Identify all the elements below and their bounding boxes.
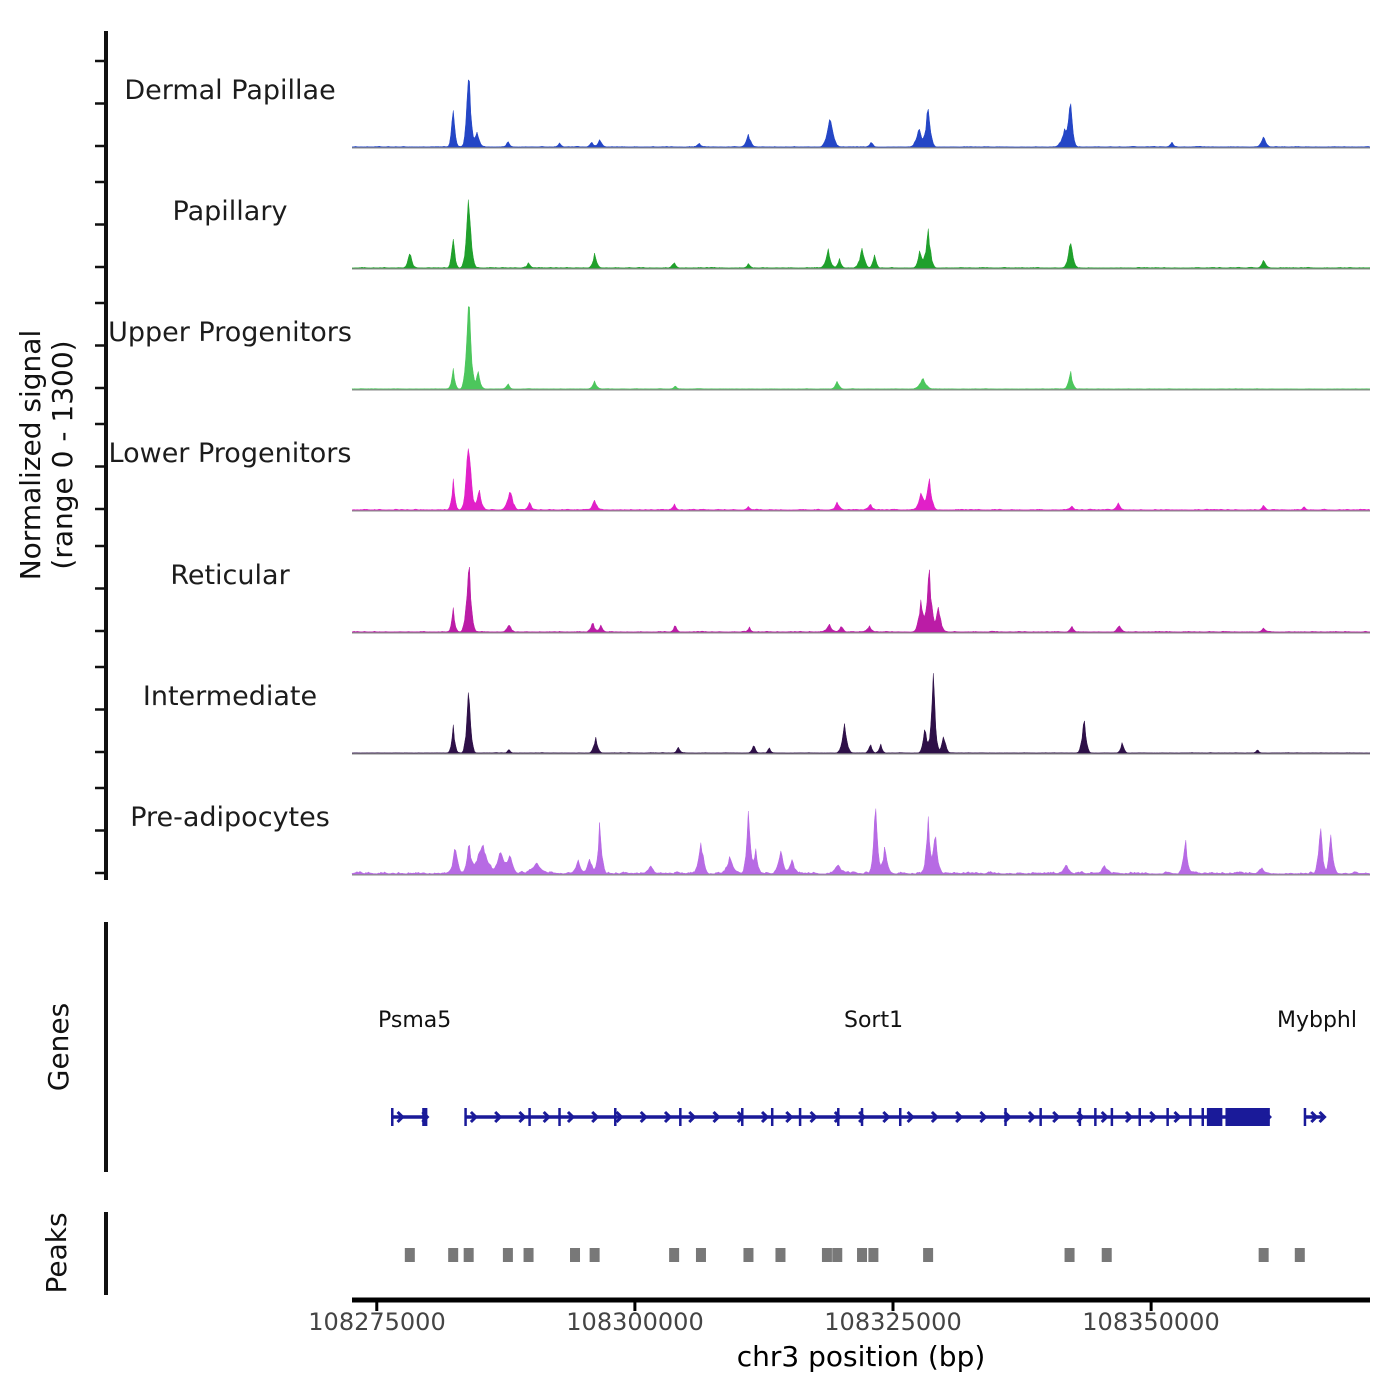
peak-interval-mark (448, 1248, 459, 1262)
strand-arrow-icon (1100, 1110, 1109, 1124)
strand-arrow-icon (663, 1110, 673, 1124)
peak-interval-mark (1101, 1248, 1112, 1262)
strand-arrow-icon (785, 1110, 794, 1124)
signal-area-dermal-papillae (351, 79, 1371, 148)
track-label-lower-progenitors: Lower Progenitors (108, 438, 352, 469)
signal-area-intermediate (351, 673, 1371, 754)
signal-area-papillary (352, 199, 1371, 269)
y-axis-label: Normalized signal (range 0 - 1300) (14, 235, 79, 675)
peak-interval-mark (523, 1248, 534, 1262)
peak-interval-mark (1258, 1248, 1269, 1262)
peak-interval-mark (1294, 1248, 1305, 1262)
signal-area-pre-adipocytes (351, 808, 1371, 875)
peak-interval-mark (463, 1248, 474, 1262)
strand-arrow-icon (421, 1110, 430, 1124)
x-tick-108275000: 108275000 (308, 1308, 446, 1336)
strand-arrow-icon (615, 1110, 624, 1124)
exon-block (422, 1108, 428, 1126)
track-label-upper-progenitors: Upper Progenitors (108, 317, 352, 348)
signal-area-lower-progenitors (351, 448, 1371, 511)
track-label-papillary: Papillary (172, 196, 288, 227)
strand-arrow-icon (833, 1110, 842, 1124)
peak-interval-mark (868, 1248, 879, 1262)
genes-section-label: Genes (42, 1002, 75, 1092)
exon-block (1206, 1108, 1223, 1126)
peak-interval-mark (743, 1248, 754, 1262)
peak-interval-mark (695, 1248, 706, 1262)
exon-block (1225, 1108, 1270, 1126)
strand-arrow-icon (1124, 1110, 1134, 1124)
strand-arrow-icon (809, 1110, 818, 1124)
strand-arrow-icon (906, 1110, 915, 1124)
gene-label-mybphl: Mybphl (1277, 1008, 1357, 1033)
strand-arrow-icon (736, 1110, 745, 1124)
strand-arrow-icon (1173, 1110, 1182, 1124)
strand-arrow-icon (1318, 1110, 1327, 1124)
signal-area-upper-progenitors (351, 306, 1371, 390)
strand-arrow-icon (930, 1110, 940, 1124)
track-label-dermal-papillae: Dermal Papillae (124, 75, 336, 106)
peak-interval-mark (775, 1248, 786, 1262)
peak-interval-mark (570, 1248, 581, 1262)
track-label-intermediate: Intermediate (142, 681, 318, 712)
track-label-pre-adipocytes: Pre-adipocytes (130, 802, 330, 833)
strand-arrow-icon (858, 1110, 867, 1124)
peak-interval-mark (502, 1248, 513, 1262)
strand-arrow-icon (494, 1110, 503, 1124)
gene-label-psma5: Psma5 (378, 1008, 452, 1033)
strand-arrow-icon (1027, 1110, 1037, 1124)
peak-interval-mark (821, 1248, 832, 1262)
signal-area-reticular (351, 567, 1371, 633)
x-tick-108325000: 108325000 (824, 1308, 962, 1336)
strand-arrow-icon (882, 1110, 891, 1124)
strand-arrow-icon (518, 1110, 527, 1124)
peak-interval-mark (857, 1248, 868, 1262)
peak-interval-mark (404, 1248, 415, 1262)
peak-interval-mark (589, 1248, 600, 1262)
strand-arrow-icon (591, 1110, 600, 1124)
strand-arrow-icon (712, 1110, 721, 1124)
gene-label-sort1: Sort1 (844, 1008, 904, 1033)
strand-arrow-icon (469, 1110, 479, 1124)
strand-arrow-icon (979, 1110, 988, 1124)
track-label-reticular: Reticular (170, 560, 290, 591)
strand-arrow-icon (1052, 1110, 1061, 1124)
strand-arrow-icon (1263, 1110, 1272, 1124)
strand-arrow-icon (1310, 1110, 1319, 1124)
y-axis-label-line1: Normalized signal (14, 329, 47, 581)
peak-interval-mark (923, 1248, 934, 1262)
strand-arrow-icon (639, 1110, 648, 1124)
strand-arrow-icon (542, 1110, 551, 1124)
strand-arrow-icon (396, 1110, 405, 1124)
strand-arrow-icon (955, 1110, 964, 1124)
peaks-section-label: Peaks (40, 1212, 73, 1294)
x-tick-108300000: 108300000 (566, 1308, 704, 1336)
strand-arrow-icon (760, 1110, 770, 1124)
strand-arrow-icon (1003, 1110, 1012, 1124)
x-axis-label: chr3 position (bp) (736, 1340, 986, 1373)
strand-arrow-icon (566, 1110, 576, 1124)
y-axis-label-line2: (range 0 - 1300) (46, 340, 79, 570)
strand-arrow-icon (688, 1110, 697, 1124)
peak-interval-mark (669, 1248, 680, 1262)
x-tick-108350000: 108350000 (1082, 1308, 1220, 1336)
peak-interval-mark (832, 1248, 843, 1262)
strand-arrow-icon (1149, 1110, 1158, 1124)
peak-interval-mark (1064, 1248, 1075, 1262)
strand-arrow-icon (1076, 1110, 1085, 1124)
